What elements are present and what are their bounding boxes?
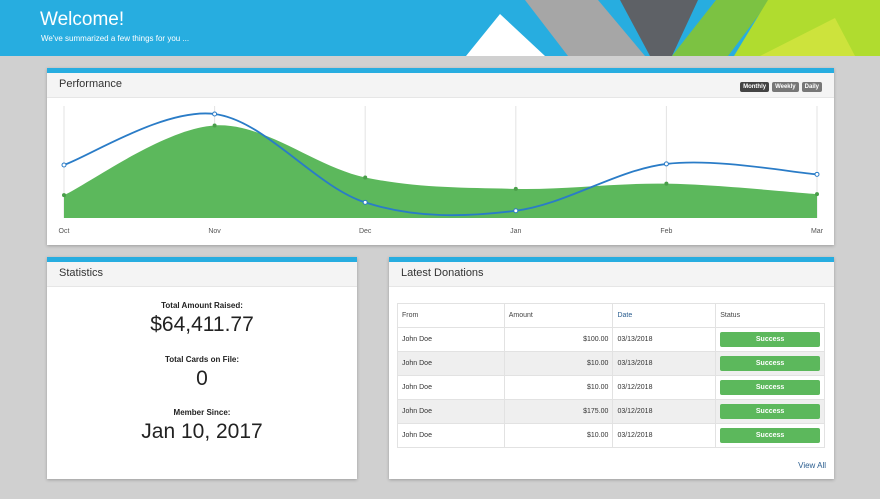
amount-cell: $175.00 xyxy=(503,399,614,424)
line-point xyxy=(663,161,669,167)
amount-cell: $100.00 xyxy=(503,327,614,352)
area-series xyxy=(64,125,817,218)
status-badge[interactable]: Success xyxy=(720,428,820,443)
table-row: John Doe $10.00 03/12/2018 Success xyxy=(397,423,825,448)
status-cell: Success xyxy=(715,327,825,352)
stat-label: Total Amount Raised: xyxy=(161,301,243,310)
stat-label: Member Since: xyxy=(173,408,231,417)
line-series xyxy=(63,112,818,217)
donor-cell: John Doe xyxy=(397,375,505,400)
page-title: Welcome! xyxy=(40,9,125,30)
area-point xyxy=(815,192,819,197)
weekly-toggle-button[interactable]: Weekly xyxy=(772,82,799,92)
donor-cell: John Doe xyxy=(397,351,505,376)
donor-cell: John Doe xyxy=(397,423,505,448)
status-cell: Success xyxy=(715,423,825,448)
statistics-title: Statistics xyxy=(59,267,104,279)
status-badge[interactable]: Success xyxy=(720,380,820,395)
stat-value: $64,411.77 xyxy=(150,313,254,336)
donor-cell: John Doe xyxy=(397,399,505,424)
statistics-panel: Statistics Total Amount Raised: $64,411.… xyxy=(47,257,357,479)
date-cell: 03/13/2018 xyxy=(612,351,717,376)
donations-panel-header: Latest Donations xyxy=(389,262,834,287)
donations-title: Latest Donations xyxy=(401,267,484,279)
table-row: John Doe $175.00 03/12/2018 Success xyxy=(397,399,825,424)
x-tick-label: Mar xyxy=(811,228,824,235)
amount-cell: $10.00 xyxy=(503,351,614,376)
performance-panel: Performance Monthly Weekly Daily Oct Nov D… xyxy=(47,68,834,245)
line-point xyxy=(212,111,218,117)
date-cell: 03/12/2018 xyxy=(612,423,717,448)
monthly-toggle-button[interactable]: Monthly xyxy=(740,82,770,92)
column-header-amount[interactable]: Amount xyxy=(503,303,614,328)
date-cell: 03/13/2018 xyxy=(612,327,717,352)
performance-panel-header: Performance Monthly Weekly Daily xyxy=(47,73,834,98)
status-badge[interactable]: Success xyxy=(720,404,820,419)
table-row: John Doe $10.00 03/13/2018 Success xyxy=(397,351,825,376)
stat-value: Jan 10, 2017 xyxy=(141,420,263,443)
x-tick-label: Oct xyxy=(59,228,70,235)
status-cell: Success xyxy=(715,375,825,400)
header-decoration xyxy=(466,0,880,56)
amount-cell: $10.00 xyxy=(503,375,614,400)
performance-title: Performance xyxy=(59,78,122,90)
date-cell: 03/12/2018 xyxy=(612,399,717,424)
area-point xyxy=(212,123,217,128)
x-tick-label: Feb xyxy=(660,228,672,235)
stat-label: Total Cards on File: xyxy=(164,355,240,364)
donations-table-body: John Doe $100.00 03/13/2018 Success John Doe… xyxy=(397,327,825,448)
status-badge[interactable]: Success xyxy=(720,332,820,347)
line-point xyxy=(814,171,820,177)
donations-panel: Latest Donations From Amount Date Status… xyxy=(389,257,834,479)
donor-cell: John Doe xyxy=(397,327,505,352)
column-header-date[interactable]: Date xyxy=(612,303,717,328)
view-all-link[interactable]: View All xyxy=(798,461,826,470)
stat-value: 0 xyxy=(196,367,208,390)
status-cell: Success xyxy=(715,351,825,376)
period-toggle-group: Monthly Weekly Daily xyxy=(740,82,822,92)
x-tick-label: Dec xyxy=(359,228,372,235)
area-point xyxy=(62,193,66,198)
total-amount-stat: Total Amount Raised: $64,411.77 xyxy=(47,301,357,337)
status-cell: Success xyxy=(715,399,825,424)
area-point xyxy=(363,175,368,180)
daily-toggle-button[interactable]: Daily xyxy=(801,82,822,92)
x-tick-label: Jan xyxy=(510,228,521,235)
table-header-row: From Amount Date Status xyxy=(397,303,825,328)
performance-chart: Oct Nov Dec Jan Feb Mar xyxy=(59,106,824,235)
area-point xyxy=(513,186,518,191)
donations-table: From Amount Date Status John Doe $100.00 0… xyxy=(397,303,825,448)
column-header-status[interactable]: Status xyxy=(715,303,825,328)
statistics-panel-header: Statistics xyxy=(47,262,357,287)
welcome-header: Welcome! We've summarized a few things f… xyxy=(0,0,880,56)
table-row: John Doe $10.00 03/12/2018 Success xyxy=(397,375,825,400)
line-point xyxy=(362,199,368,205)
status-badge[interactable]: Success xyxy=(720,356,820,371)
area-point xyxy=(664,181,669,186)
total-cards-stat: Total Cards on File: 0 xyxy=(47,355,357,391)
column-header-from[interactable]: From xyxy=(397,303,505,328)
table-row: John Doe $100.00 03/13/2018 Success xyxy=(397,327,825,352)
date-cell: 03/12/2018 xyxy=(612,375,717,400)
member-since-stat: Member Since: Jan 10, 2017 xyxy=(47,408,357,444)
line-point xyxy=(61,162,67,168)
page-subtitle: We've summarized a few things for you ..… xyxy=(41,34,190,43)
x-tick-label: Nov xyxy=(208,228,221,235)
line-point xyxy=(513,208,519,214)
amount-cell: $10.00 xyxy=(503,423,614,448)
